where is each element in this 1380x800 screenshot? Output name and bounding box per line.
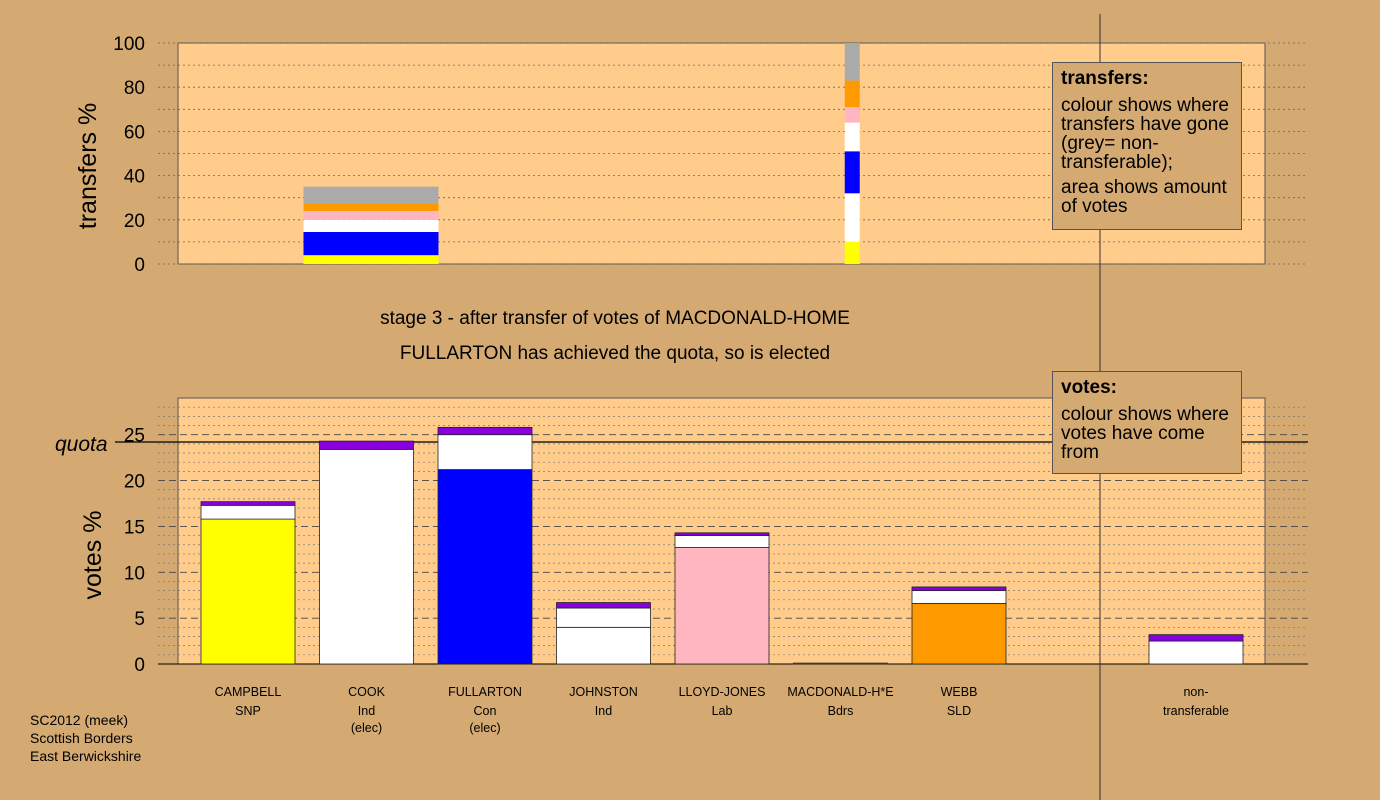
vote-segment <box>793 662 888 665</box>
quota-label: quota <box>55 433 108 456</box>
vote-segment <box>911 590 1007 604</box>
footer-info: SC2012 (meek) Scottish Borders East Berw… <box>30 711 141 765</box>
candidate-status-label: (elec) <box>469 721 500 735</box>
vote-segment <box>200 518 296 665</box>
vote-segment <box>319 448 414 665</box>
stage-subtitle: FULLARTON has achieved the quota, so is … <box>400 343 830 364</box>
vote-segment <box>437 426 533 436</box>
transfer-segment <box>844 151 860 194</box>
stage-title: stage 3 - after transfer of votes of MAC… <box>380 308 850 329</box>
candidate-party-label: Ind <box>358 704 375 718</box>
candidate-party-label: Bdrs <box>828 704 854 718</box>
transfer-segment <box>303 219 439 232</box>
transfer-segment <box>844 43 860 81</box>
transfers-y-tick-label: 40 <box>124 167 145 188</box>
votes-y-tick-label: 20 <box>124 472 145 493</box>
transfer-segment <box>303 203 439 211</box>
votes-y-tick-label: 0 <box>134 655 145 676</box>
vote-segment <box>911 603 1007 665</box>
transfers-y-tick-label: 20 <box>124 211 145 232</box>
transfers-y-tick-label: 0 <box>134 255 145 276</box>
vote-segment <box>556 607 651 628</box>
candidate-name-label: WEBB <box>941 685 978 699</box>
candidate-name-label: MACDONALD-H*E <box>787 685 893 699</box>
transfers-y-axis-label: transfers % <box>74 103 102 229</box>
transfer-segment <box>303 255 439 264</box>
transfer-segment <box>303 210 439 220</box>
candidate-name-label: CAMPBELL <box>215 685 282 699</box>
footer-ward: East Berwickshire <box>30 748 142 764</box>
vote-segment <box>911 586 1007 592</box>
votes-y-tick-label: 5 <box>134 609 145 630</box>
transfers-legend-text-2: area shows amount of votes <box>1061 177 1227 217</box>
transfer-segment <box>303 186 439 204</box>
transfer-segment <box>844 241 860 264</box>
vote-segment <box>437 469 533 665</box>
vote-segment <box>556 602 651 609</box>
candidate-name-label: COOK <box>348 685 385 699</box>
vote-segment <box>674 532 770 536</box>
vote-segment <box>674 547 770 665</box>
transfer-segment <box>844 107 860 123</box>
transfers-y-tick-label: 100 <box>113 34 145 55</box>
votes-legend-title: votes: <box>1061 377 1117 398</box>
transfers-y-tick-label: 60 <box>124 122 145 143</box>
transfers-legend: transfers: colour shows where transfers … <box>1052 62 1242 230</box>
candidate-name-label: non- <box>1183 685 1208 699</box>
candidate-party-label: Ind <box>595 704 612 718</box>
candidate-name-label: JOHNSTON <box>569 685 638 699</box>
footer-council: Scottish Borders <box>30 730 133 746</box>
vote-segment <box>556 626 651 665</box>
transfer-segment <box>303 231 439 256</box>
votes-y-tick-label: 25 <box>124 426 145 447</box>
vote-segment <box>1148 634 1244 642</box>
candidate-status-label: (elec) <box>351 721 382 735</box>
vote-segment <box>200 501 296 506</box>
candidate-name-label: LLOYD-JONES <box>679 685 766 699</box>
votes-y-tick-label: 10 <box>124 563 145 584</box>
votes-y-axis-label: votes % <box>79 511 107 600</box>
candidate-name-label: FULLARTON <box>448 685 522 699</box>
vote-segment <box>437 434 533 470</box>
transfers-legend-text-1: colour shows where transfers have gone (… <box>1061 95 1229 173</box>
transfers-y-tick-label: 80 <box>124 78 145 99</box>
votes-legend-text: colour shows where votes have come from <box>1061 404 1229 463</box>
transfer-segment <box>844 122 860 152</box>
transfer-segment <box>844 80 860 108</box>
transfer-segment <box>844 193 860 242</box>
candidate-party-label: Lab <box>712 704 733 718</box>
candidate-party-label: Con <box>474 704 497 718</box>
candidate-party-label: transferable <box>1163 704 1229 718</box>
vote-segment <box>674 535 770 548</box>
candidate-party-label: SNP <box>235 704 261 718</box>
transfers-legend-title: transfers: <box>1061 68 1149 89</box>
footer-election: SC2012 (meek) <box>30 712 129 728</box>
votes-legend: votes: colour shows where votes have com… <box>1052 371 1242 474</box>
vote-segment <box>200 504 296 520</box>
vote-segment <box>319 440 414 450</box>
vote-segment <box>1148 640 1244 665</box>
votes-y-tick-label: 15 <box>124 517 145 538</box>
candidate-party-label: SLD <box>947 704 971 718</box>
